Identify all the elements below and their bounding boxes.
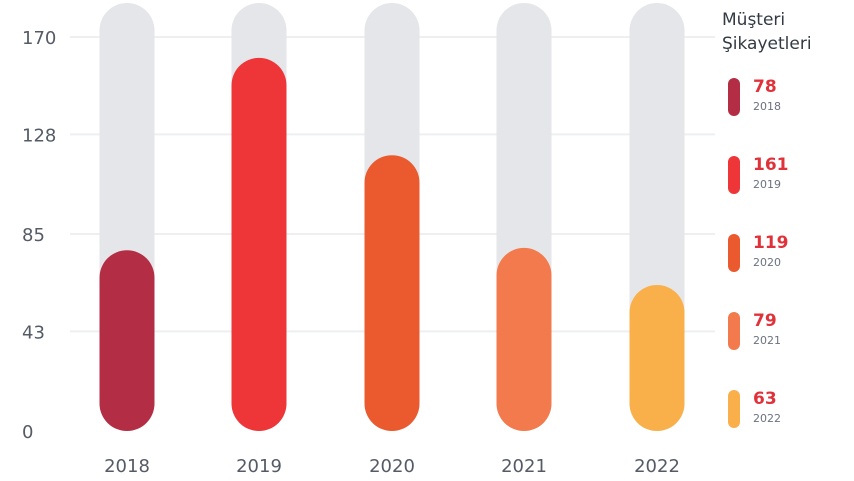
y-tick-label: 170 (22, 28, 56, 49)
legend-value: 161 (753, 155, 789, 175)
x-tick-label: 2022 (634, 456, 680, 477)
legend-swatch (728, 156, 740, 194)
legend-swatch (728, 78, 740, 116)
legend-value: 79 (753, 311, 777, 331)
legend-title-line-2: Şikayetleri (722, 34, 812, 54)
x-tick-label: 2021 (501, 456, 547, 477)
legend-title: Müşteri Şikayetleri (722, 8, 850, 56)
x-tick-label: 2018 (104, 456, 150, 477)
x-tick-label: 2019 (236, 456, 282, 477)
y-tick-label: 85 (22, 225, 45, 246)
legend-year: 2020 (753, 256, 781, 269)
bar-2019[interactable] (231, 57, 287, 431)
legend-value: 63 (753, 389, 777, 409)
chart-legend: Müşteri Şikayetleri 78 2018 161 2019 119… (722, 8, 850, 466)
legend-item-2019: 161 2019 (722, 154, 850, 196)
legend-item-2022: 63 2022 (722, 388, 850, 430)
legend-swatch (728, 390, 740, 428)
legend-year: 2022 (753, 412, 781, 425)
x-tick-label: 2020 (369, 456, 415, 477)
bar-2021[interactable] (496, 247, 552, 431)
legend-value: 119 (753, 233, 789, 253)
y-tick-label: 128 (22, 125, 56, 146)
legend-item-2018: 78 2018 (722, 76, 850, 118)
legend-item-2020: 119 2020 (722, 232, 850, 274)
bar-2022[interactable] (629, 284, 685, 431)
legend-year: 2021 (753, 334, 781, 347)
y-tick-label: 0 (22, 422, 33, 443)
legend-title-line-1: Müşteri (722, 10, 786, 30)
legend-value: 78 (753, 77, 777, 97)
legend-swatch (728, 234, 740, 272)
bar-2020[interactable] (364, 155, 420, 431)
legend-year: 2019 (753, 178, 781, 191)
legend-year: 2018 (753, 100, 781, 113)
bar-2018[interactable] (99, 250, 155, 431)
legend-swatch (728, 312, 740, 350)
y-tick-label: 43 (22, 322, 45, 343)
legend-item-2021: 79 2021 (722, 310, 850, 352)
